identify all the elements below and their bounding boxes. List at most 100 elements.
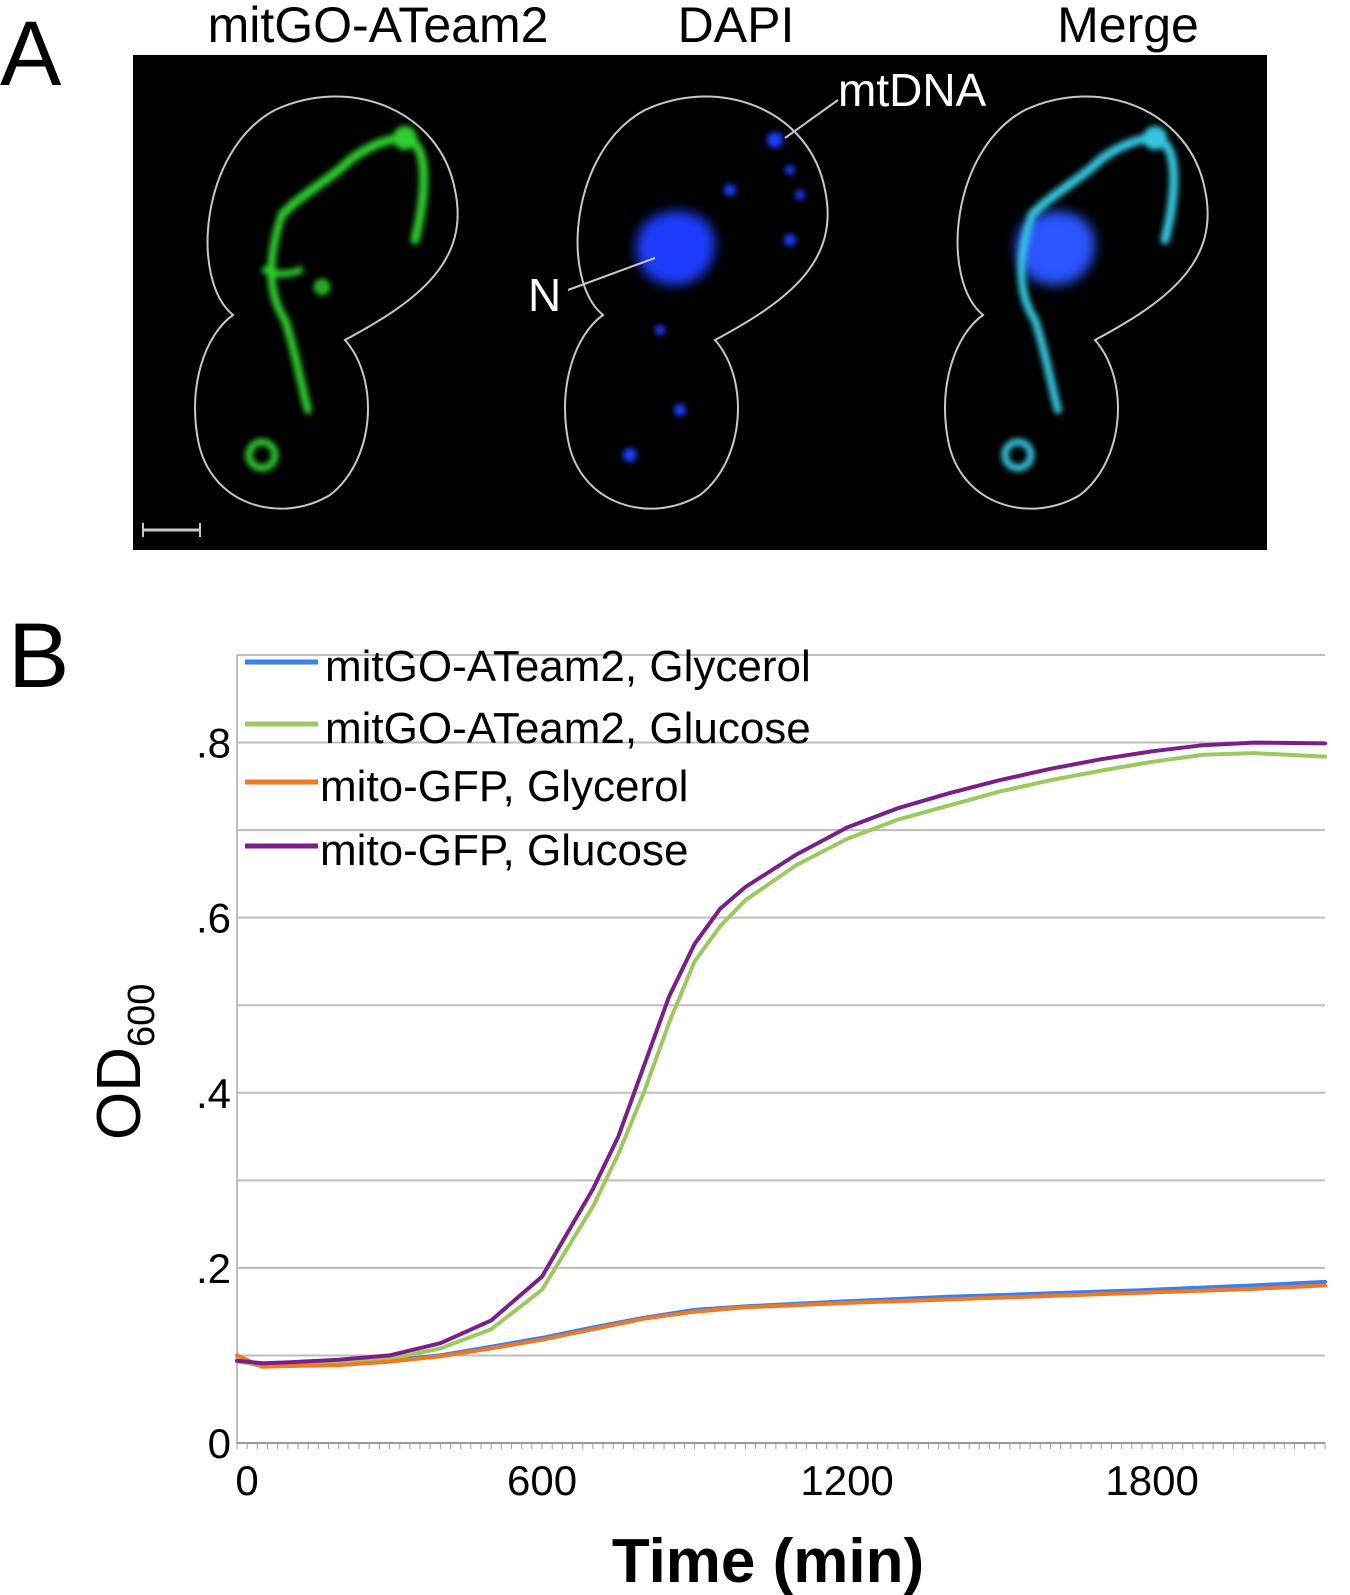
data-point xyxy=(693,959,697,963)
channel-title-dapi: DAPI xyxy=(677,0,795,53)
data-point xyxy=(642,1091,646,1095)
legend-label: mitGO-ATeam2, Glucose xyxy=(325,704,811,753)
data-point xyxy=(1150,749,1154,753)
data-point xyxy=(1323,741,1327,745)
data-series xyxy=(235,740,1327,1369)
y-tick-label: .6 xyxy=(196,895,231,942)
data-point xyxy=(388,1360,392,1364)
mitochondria-network xyxy=(261,266,304,278)
mitochondria-network xyxy=(1017,211,1062,414)
cell-outline xyxy=(944,95,1209,510)
mitochondria-spot xyxy=(314,279,330,295)
data-point xyxy=(438,1354,442,1358)
series-line-2 xyxy=(235,1283,1327,1369)
y-tick-label: .2 xyxy=(196,1245,231,1292)
mitochondria-spot xyxy=(1143,126,1167,150)
data-point xyxy=(947,804,951,808)
data-point xyxy=(1323,1280,1327,1284)
data-point xyxy=(1201,743,1205,747)
y-tick-label: 0 xyxy=(208,1420,231,1467)
data-point xyxy=(286,1360,290,1364)
data-point xyxy=(489,1345,493,1349)
data-point xyxy=(667,994,671,998)
mitochondria-network xyxy=(1027,134,1179,245)
data-point xyxy=(1323,755,1327,759)
data-point xyxy=(337,1360,341,1364)
data-point xyxy=(1048,1291,1052,1295)
data-point xyxy=(616,1152,620,1156)
series-line-0 xyxy=(235,1279,1327,1368)
mitochondria-network xyxy=(267,211,312,414)
data-point xyxy=(693,1308,697,1312)
data-point xyxy=(693,942,697,946)
micrograph-background xyxy=(133,55,1267,550)
data-point xyxy=(337,1358,341,1362)
y-axis-title: OD600 xyxy=(85,984,163,1140)
data-point xyxy=(235,1359,239,1363)
data-point xyxy=(1048,767,1052,771)
data-point xyxy=(1252,1287,1256,1291)
data-point xyxy=(286,1364,290,1368)
data-point xyxy=(591,1327,595,1331)
mitochondria-network xyxy=(277,134,429,245)
mtdna-spot xyxy=(784,234,796,246)
data-point xyxy=(693,1310,697,1314)
data-point xyxy=(947,1297,951,1301)
channel-title-merge: Merge xyxy=(1057,0,1199,53)
series-line-1 xyxy=(235,751,1327,1368)
data-point xyxy=(337,1363,341,1367)
nucleus-pointer xyxy=(567,257,656,291)
data-point xyxy=(642,1316,646,1320)
data-point xyxy=(286,1363,290,1367)
data-point xyxy=(1099,769,1103,773)
mtdna-spot xyxy=(795,190,805,200)
data-point xyxy=(616,1135,620,1139)
data-point xyxy=(1048,1294,1052,1298)
data-point xyxy=(718,907,722,911)
data-point xyxy=(591,1205,595,1209)
data-point xyxy=(998,778,1002,782)
mtdna-pointer xyxy=(784,99,839,139)
data-point xyxy=(743,898,747,902)
data-point xyxy=(896,818,900,822)
mtdna-spot xyxy=(623,448,637,462)
nucleus-label: N xyxy=(528,269,561,321)
mtdna-spot xyxy=(674,404,686,416)
data-point xyxy=(642,1317,646,1321)
data-point xyxy=(286,1362,290,1366)
data-point xyxy=(642,1065,646,1069)
data-point xyxy=(743,885,747,889)
data-point xyxy=(388,1357,392,1361)
data-point xyxy=(260,1364,264,1368)
data-point xyxy=(845,825,849,829)
cell-outline xyxy=(194,95,459,510)
mitgo-cell xyxy=(194,95,459,510)
data-point xyxy=(845,1301,849,1305)
panel-b-label: B xyxy=(8,605,70,707)
micrograph-panel: mtDNA N xyxy=(133,55,1267,550)
nucleus-blob xyxy=(636,211,715,285)
data-point xyxy=(845,837,849,841)
data-point xyxy=(1252,1283,1256,1287)
channel-title-mitgo: mitGO-ATeam2 xyxy=(207,0,549,53)
data-point xyxy=(947,791,951,795)
data-point xyxy=(235,1353,239,1357)
data-point xyxy=(1099,757,1103,761)
legend: mitGO-ATeam2, Glycerol mitGO-ATeam2, Gluc… xyxy=(245,642,811,875)
data-point xyxy=(1150,1290,1154,1294)
data-point xyxy=(489,1327,493,1331)
data-point xyxy=(718,924,722,928)
data-point xyxy=(667,1021,671,1025)
data-point xyxy=(540,1336,544,1340)
data-point xyxy=(438,1353,442,1357)
legend-label: mitGO-ATeam2, Glycerol xyxy=(325,642,811,691)
mtdna-spot xyxy=(767,132,783,148)
y-axis-title-main: OD xyxy=(85,1047,154,1140)
x-tick-label: 1800 xyxy=(1105,1457,1198,1504)
data-point xyxy=(1201,753,1205,757)
data-point xyxy=(260,1361,264,1365)
legend-label: mito-GFP, Glycerol xyxy=(320,762,688,811)
data-point xyxy=(1150,1288,1154,1292)
y-tick-label: .4 xyxy=(196,1070,231,1117)
